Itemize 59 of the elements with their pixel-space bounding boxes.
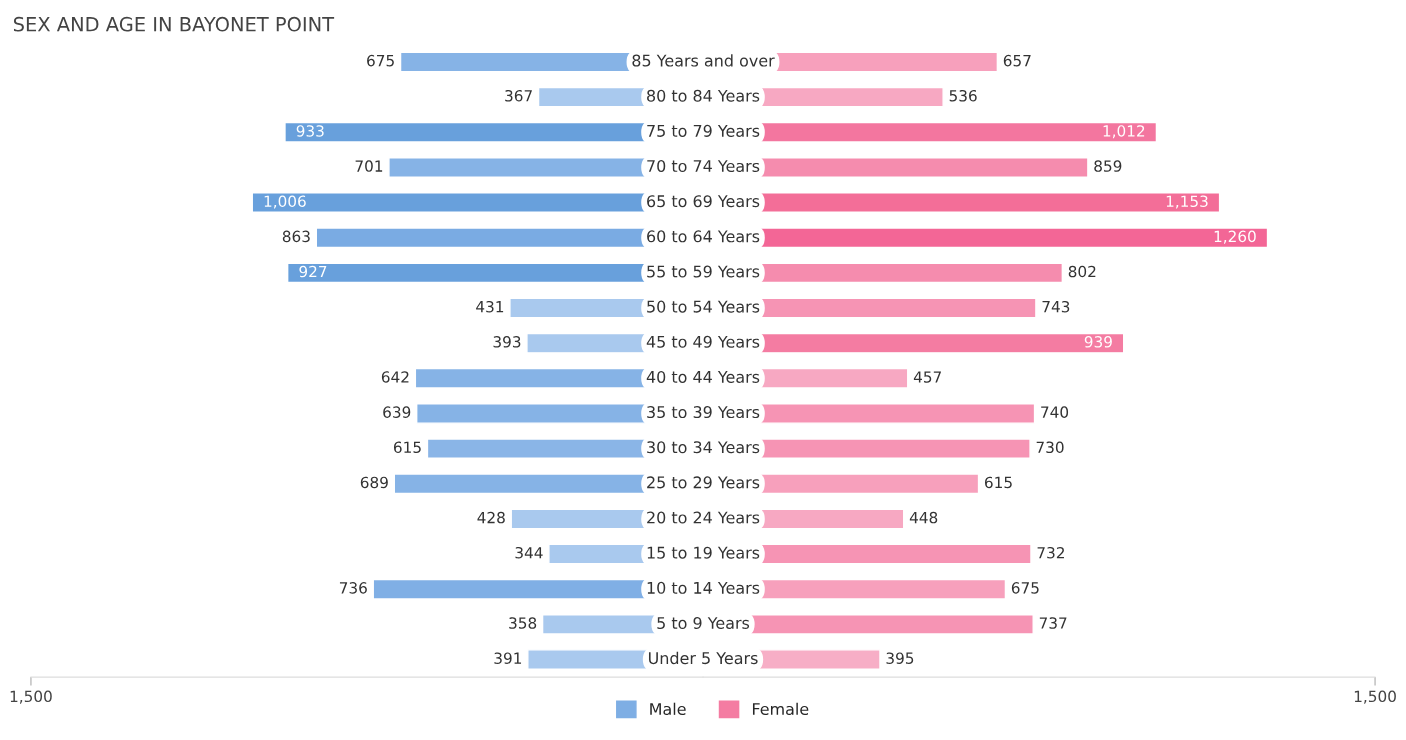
data-label: 730 xyxy=(1036,441,1064,454)
data-label: 642 xyxy=(381,371,409,383)
data-label: 1,260 xyxy=(1214,230,1256,244)
data-label: 344 xyxy=(515,546,543,559)
data-label: 358 xyxy=(509,617,537,629)
x-tick-label: 1,500 xyxy=(10,690,52,704)
data-label: 675 xyxy=(1011,582,1039,594)
chart-title: SEX AND AGE IN BAYONET POINT xyxy=(13,16,335,32)
data-label: 743 xyxy=(1042,300,1070,313)
data-label: 732 xyxy=(1037,546,1064,559)
y-tick-label: Under 5 Years xyxy=(648,651,758,665)
y-tick-label: 10 to 14 Years xyxy=(647,581,760,594)
y-tick-label: 70 to 74 Years xyxy=(647,159,760,173)
legend-label: Female xyxy=(752,702,809,716)
y-tick-label: 30 to 34 Years xyxy=(647,441,760,454)
data-label: 1,153 xyxy=(1166,195,1208,209)
y-tick-label: 60 to 64 Years xyxy=(647,230,760,243)
y-tick-label: 85 Years and over xyxy=(632,54,775,67)
data-label: 615 xyxy=(984,476,1012,489)
data-label: 615 xyxy=(393,441,421,454)
data-label: 740 xyxy=(1041,406,1069,418)
legend-label: Male xyxy=(650,702,686,716)
x-tick-label: 1,500 xyxy=(1354,690,1396,704)
y-tick-label: 40 to 44 Years xyxy=(646,370,760,383)
data-label: 689 xyxy=(360,476,388,489)
data-label: 428 xyxy=(477,511,505,524)
data-label: 675 xyxy=(367,54,394,67)
data-label: 393 xyxy=(493,336,521,348)
y-tick-label: 5 to 9 Years xyxy=(657,616,750,630)
data-label: 863 xyxy=(282,230,310,243)
data-label: 457 xyxy=(913,371,941,383)
data-label: 736 xyxy=(339,582,367,594)
data-label: 939 xyxy=(1084,336,1112,348)
data-label: 737 xyxy=(1039,617,1067,629)
y-tick-label: 20 to 24 Years xyxy=(647,511,760,524)
data-label: 367 xyxy=(505,90,532,102)
data-label: 859 xyxy=(1094,160,1122,172)
y-tick-label: 80 to 84 Years xyxy=(647,89,760,102)
data-label: 657 xyxy=(1003,54,1031,67)
data-label: 933 xyxy=(296,125,324,137)
data-label: 1,006 xyxy=(264,195,306,209)
data-label: 395 xyxy=(886,652,914,664)
y-tick-label: 45 to 49 Years xyxy=(646,335,760,348)
data-label: 1,012 xyxy=(1103,125,1145,139)
data-label: 802 xyxy=(1068,265,1096,278)
data-label: 536 xyxy=(949,90,977,102)
data-label: 639 xyxy=(383,406,411,418)
data-label: 391 xyxy=(494,652,522,664)
data-label: 701 xyxy=(355,160,383,172)
y-tick-label: 55 to 59 Years xyxy=(647,265,760,278)
y-tick-label: 65 to 69 Years xyxy=(647,195,760,208)
y-tick-label: 15 to 19 Years xyxy=(647,546,760,559)
data-label: 448 xyxy=(909,511,938,524)
y-tick-label: 50 to 54 Years xyxy=(647,300,760,313)
y-tick-label: 35 to 39 Years xyxy=(647,406,760,419)
y-tick-label: 25 to 29 Years xyxy=(647,476,760,489)
y-tick-label: 75 to 79 Years xyxy=(647,124,760,137)
data-label: 927 xyxy=(299,265,327,278)
data-label: 431 xyxy=(476,300,504,313)
